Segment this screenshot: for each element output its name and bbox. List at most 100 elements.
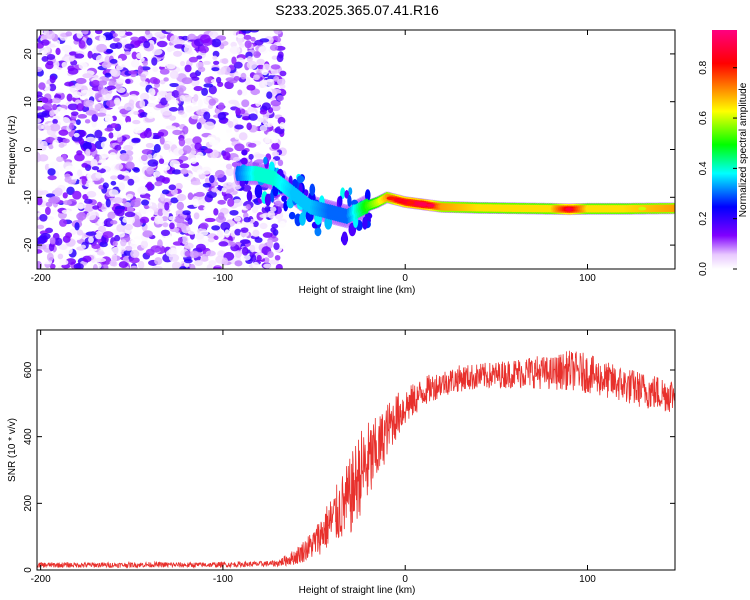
noise-blob [232,156,241,162]
noise-blob [261,69,269,76]
noise-blob [168,184,177,191]
noise-blob [227,198,235,207]
noise-blob [125,161,135,170]
noise-blob [47,175,57,181]
top-x-axis-label: Height of straight line (km) [299,285,416,296]
noise-blob [74,153,85,162]
ridge-streak [288,175,293,186]
noise-blob [188,56,199,63]
noise-blob [279,122,286,130]
noise-blob [48,161,60,171]
noise-blob [196,55,203,60]
noise-blob [216,76,222,84]
noise-blob [157,131,165,137]
noise-blob [177,237,183,244]
noise-blob [207,237,215,243]
noise-blob [251,206,259,214]
noise-blob [242,254,251,261]
noise-blob [154,215,164,224]
noise-blob [163,143,171,151]
ridge-streak [241,149,248,156]
noise-blob [146,181,153,190]
y-tick-label: 0 [23,146,34,152]
noise-blob [45,44,51,53]
noise-blob [199,34,211,44]
bottom-plot-frame [36,329,676,571]
noise-blob [46,252,54,262]
noise-blob [217,112,227,121]
noise-blob [126,206,134,213]
noise-blob [241,184,252,192]
noise-blob [96,43,108,53]
noise-blob [165,94,172,102]
noise-blob [246,60,258,70]
noise-blob [117,174,125,180]
noise-blob [151,190,158,200]
noise-blob [146,166,154,175]
noise-blob [180,60,186,67]
ridge-core [672,205,675,211]
noise-blob [66,93,73,102]
colorbar-label: Normalized spectral amplitude [738,82,749,217]
ridge-streak [288,211,296,220]
noise-blob [162,222,169,228]
noise-blob [80,244,86,249]
noise-blob [37,185,47,191]
noise-blob [85,148,91,157]
noise-blob [181,235,189,245]
noise-blob [92,205,100,210]
noise-blob [45,201,53,207]
noise-blob [267,210,276,219]
noise-blob [59,218,67,227]
ridge-streak [264,193,272,207]
noise-blob [246,122,252,131]
noise-blob [139,99,146,108]
noise-blob [194,259,203,266]
noise-blob [104,116,114,123]
noise-blob [125,115,132,124]
bottom-x-axis: -200 -100 0 100 [31,330,596,585]
noise-blob [139,216,150,224]
top-y-axis: -20 -10 0 10 20 [23,48,675,252]
noise-blob [76,103,84,112]
noise-blob [129,113,139,119]
noise-blob [196,122,202,130]
noise-blob [216,231,224,238]
noise-blob [102,147,110,152]
noise-blob [222,182,233,190]
noise-blob [94,129,103,139]
noise-blob [150,245,162,253]
noise-blob [86,211,97,221]
noise-blob [279,70,287,77]
noise-blob [166,63,176,69]
noise-blob [99,241,108,248]
noise-blob [211,67,220,72]
noise-blob [114,144,122,151]
noise-blob [208,98,217,106]
noise-blob [273,75,280,82]
noise-blob [78,138,85,145]
noise-blob [196,151,204,159]
noise-blob [81,176,87,186]
noise-blob [49,75,56,84]
noise-blob [110,175,118,180]
noise-blob [165,234,172,241]
noise-blob [220,221,231,231]
colorbar-tick-label: 0.6 [698,111,709,125]
noise-blob [224,81,234,90]
noise-blob [201,87,209,96]
noise-blob [117,58,123,67]
noise-blob [161,189,170,195]
noise-blob [141,199,150,206]
noise-blob [49,123,61,132]
noise-blob [236,221,242,230]
noise-blob [226,132,234,138]
noise-blob [73,132,80,138]
noise-blob [270,88,282,95]
noise-blob [115,163,124,170]
noise-blob [78,62,88,70]
snr-series-layer [37,350,675,569]
noise-blob [266,91,273,99]
top-y-axis-label: Frequency (Hz) [7,116,18,185]
colorbar-tick-label: 0.4 [698,161,709,175]
